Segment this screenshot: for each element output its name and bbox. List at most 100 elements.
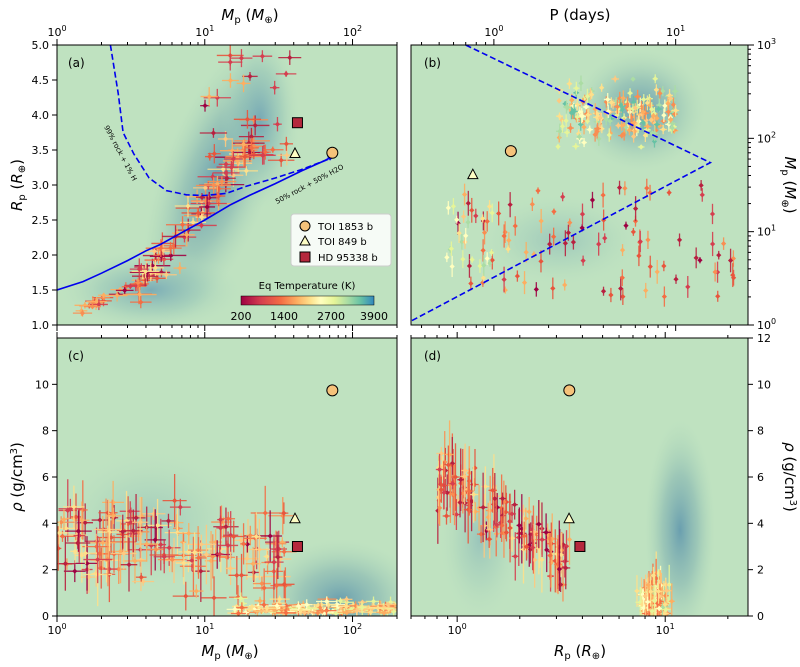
data-point-d-109	[526, 523, 532, 567]
panel-d-label: (d)	[424, 349, 441, 363]
data-point-c-169	[222, 520, 245, 553]
data-point-c-154	[228, 556, 246, 595]
data-point-b-109	[606, 128, 612, 142]
data-point-b-160	[643, 123, 652, 130]
data-point-d-324	[656, 605, 662, 612]
data-point-d-302	[660, 606, 671, 613]
data-point-d-108	[441, 476, 447, 510]
data-point-b-292	[456, 223, 462, 243]
data-point-b-308	[484, 252, 490, 265]
data-point-a-159	[249, 145, 276, 165]
data-point-b-137	[564, 104, 571, 111]
data-point-d-145	[541, 513, 551, 552]
panel-c-xtick-1: 101	[195, 622, 214, 637]
panel-b-xlabel: P (days)	[550, 6, 611, 24]
data-point-c-234	[233, 592, 248, 605]
data-point-b-283	[654, 259, 660, 284]
data-point-b-250	[666, 189, 672, 196]
legend-box	[290, 213, 392, 267]
data-point-d-63	[492, 497, 500, 557]
data-point-c-129	[157, 547, 187, 573]
panel-c-ytick-3: 6	[42, 471, 49, 484]
panel-a-label: (a)	[68, 56, 85, 70]
data-point-b-232	[645, 230, 651, 250]
data-point-b-245	[636, 245, 642, 267]
data-point-c-143	[153, 540, 175, 574]
panel-c-points	[57, 474, 397, 616]
data-point-b-307	[489, 203, 495, 223]
data-point-a-129	[207, 176, 237, 187]
data-point-c-141	[240, 523, 248, 565]
data-point-a-138	[222, 73, 239, 88]
data-point-b-215	[661, 286, 667, 307]
data-point-a-113	[212, 169, 240, 177]
panel-d-xtick-1: 101	[656, 622, 675, 637]
panel-a-axes: 100 101 102 1.0 1.5 2.0 2.5 3.0 3.5 4.0 4.5 5.0	[32, 24, 398, 332]
data-point-b-124	[662, 99, 668, 112]
data-point-c-290	[259, 608, 273, 614]
data-point-a-27	[173, 262, 187, 274]
highlight-toi-849-b	[467, 168, 479, 180]
panel-c-ytick-2: 4	[42, 517, 49, 530]
data-point-a-20	[72, 309, 93, 317]
data-point-c-123	[97, 513, 122, 552]
highlight-toi-1853-b	[563, 384, 576, 397]
data-point-c-163	[264, 534, 284, 590]
data-point-c-156	[108, 499, 116, 530]
data-point-b-205	[551, 227, 557, 246]
data-point-b-94	[564, 127, 571, 138]
data-point-b-206	[570, 234, 577, 250]
data-point-b-151	[620, 90, 626, 107]
panel-c-label: (c)	[68, 349, 84, 363]
data-point-a-122	[129, 258, 149, 280]
data-point-c-325	[291, 601, 306, 611]
data-point-a-158	[259, 144, 271, 160]
data-point-b-209	[730, 269, 737, 286]
panel-d-ytick-1: 2	[757, 564, 764, 577]
data-point-b-228	[596, 232, 602, 256]
panel-d-axes: 100 101 0 2 4 6 8 10 12	[410, 332, 771, 637]
highlight-toi-849-b	[289, 512, 301, 524]
data-point-b-35	[555, 143, 561, 150]
panel-a-top-xtick-2: 102	[343, 24, 362, 39]
data-point-d-326	[645, 573, 651, 597]
data-point-b-309	[469, 256, 475, 263]
panel-b-ylabel: Mp (M⊕)	[779, 156, 799, 213]
panel-a-density-contours	[60, 45, 300, 325]
data-point-d-131	[551, 544, 562, 564]
data-point-b-159	[665, 97, 671, 110]
data-point-b-184	[597, 112, 604, 124]
data-point-b-139	[599, 83, 605, 92]
data-point-c-98	[270, 568, 283, 603]
data-point-b-101	[618, 132, 626, 139]
data-point-b-302	[461, 210, 467, 223]
data-point-d-148	[468, 466, 479, 523]
data-point-b-208	[623, 221, 629, 230]
data-point-b-146	[657, 87, 663, 99]
data-point-d-121	[486, 530, 493, 548]
data-point-d-134	[561, 546, 571, 590]
panel-d-ytick-2: 4	[757, 517, 764, 530]
data-point-a-125	[165, 216, 200, 234]
data-point-d-147	[537, 522, 547, 557]
data-point-a-140	[236, 74, 251, 93]
legend-label-toi849: TOI 849 b	[317, 237, 367, 248]
data-point-d-327	[654, 579, 663, 604]
data-point-c-271	[342, 603, 350, 610]
data-point-b-227	[699, 188, 705, 202]
data-point-b-219	[620, 288, 626, 305]
data-point-c-127	[216, 506, 225, 550]
data-point-a-131	[267, 153, 295, 167]
data-point-b-234	[618, 276, 624, 301]
data-point-c-42	[186, 534, 217, 555]
data-point-b-226	[523, 241, 529, 263]
panel-b-top-xtick-1: 101	[666, 24, 685, 39]
data-point-c-312	[294, 606, 315, 616]
data-point-b-295	[477, 259, 483, 273]
colorbar-title: Eq Temperature (K)	[259, 281, 356, 292]
data-point-c-131	[135, 572, 147, 582]
data-point-c-120	[245, 546, 261, 581]
data-point-c-146	[60, 508, 68, 530]
data-point-a-126	[224, 160, 238, 174]
data-point-b-289	[560, 192, 566, 202]
